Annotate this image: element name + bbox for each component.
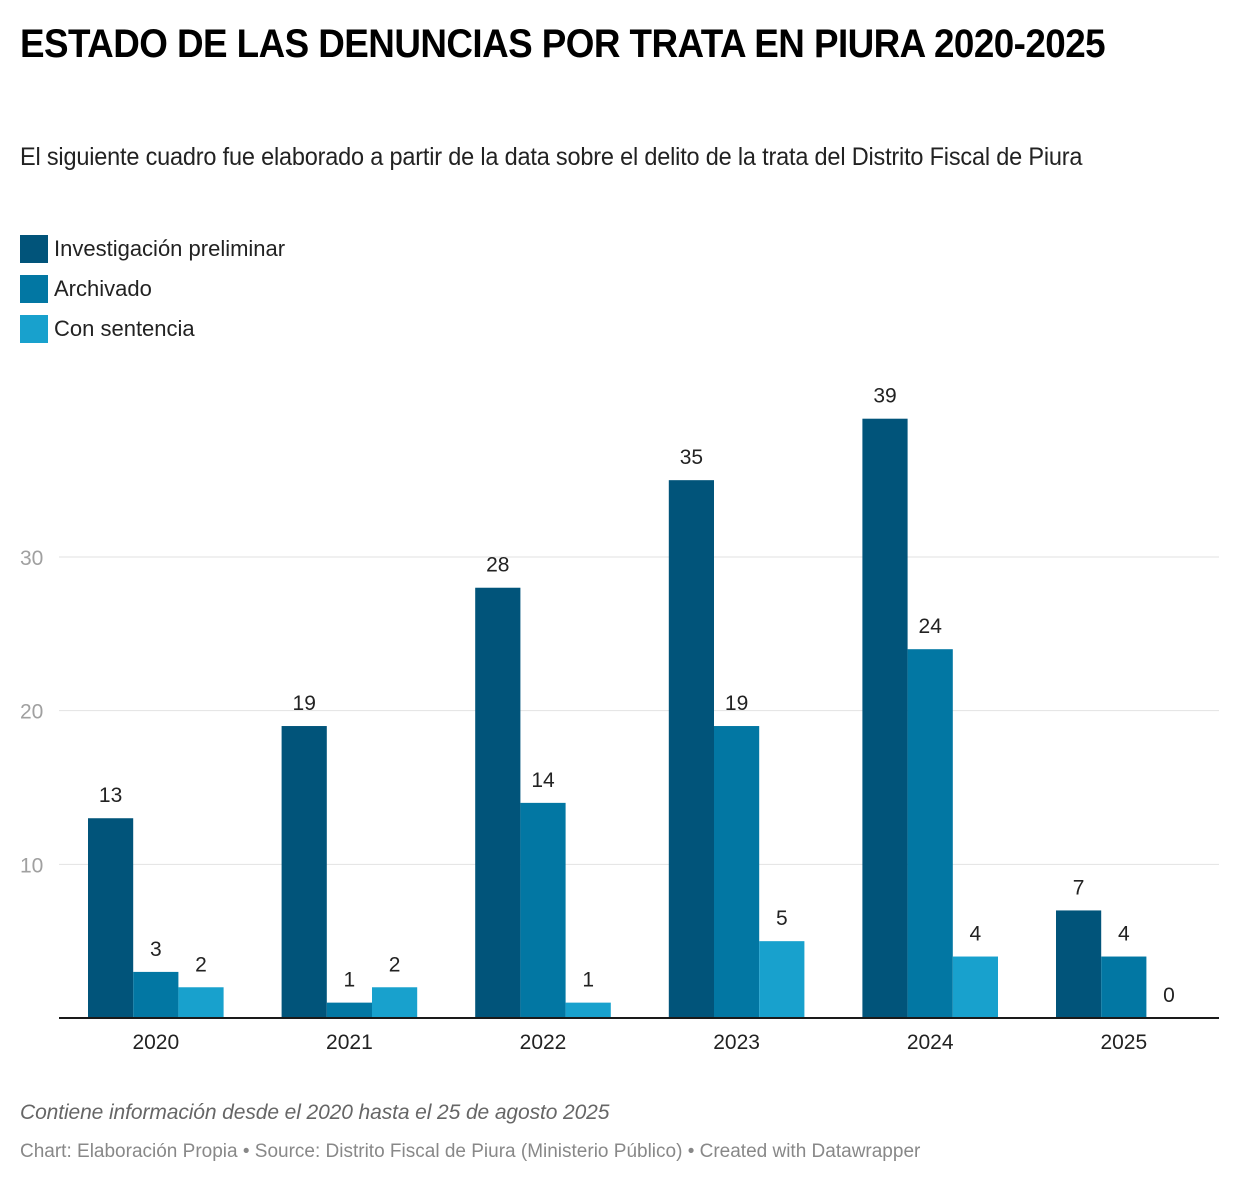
x-tick-label: 2022 <box>520 1031 567 1054</box>
legend-item-con-sentencia: Con sentencia <box>20 309 285 349</box>
data-label: 28 <box>486 554 509 577</box>
data-label: 39 <box>873 385 896 408</box>
chart-byline: Chart: Elaboración Propia • Source: Dist… <box>20 1141 921 1162</box>
bar-2025-1 <box>1101 956 1147 1018</box>
data-label: 19 <box>725 692 748 715</box>
bar-2021-0 <box>281 726 327 1018</box>
bar-2021-2 <box>372 987 418 1018</box>
value-labels: 13 3 2 19 1 2 28 14 1 35 19 5 39 24 4 7 4 0 <box>99 385 1175 1007</box>
x-tick-label: 2020 <box>132 1031 179 1054</box>
legend-swatch <box>20 275 48 303</box>
bar-2020-1 <box>133 971 179 1018</box>
x-tick-label: 2023 <box>713 1031 760 1054</box>
data-label: 4 <box>1118 923 1130 946</box>
data-label: 5 <box>776 907 788 930</box>
bar-2020-2 <box>178 987 224 1018</box>
legend-swatch <box>20 315 48 343</box>
x-axis: 2020 2021 2022 2023 2024 2025 <box>59 1017 1219 1054</box>
data-label: 2 <box>195 953 207 976</box>
x-tick-label: 2021 <box>326 1031 373 1054</box>
bar-2020-0 <box>88 818 134 1018</box>
data-label: 4 <box>970 923 982 946</box>
data-label: 14 <box>531 769 555 792</box>
data-label: 0 <box>1163 984 1175 1007</box>
bar-2023-1 <box>714 726 760 1018</box>
chart-notes: Contiene información desde el 2020 hasta… <box>20 1101 610 1124</box>
x-tick-label: 2024 <box>907 1031 954 1054</box>
bar-2021-1 <box>326 1002 372 1018</box>
legend: Investigación preliminar Archivado Con s… <box>20 229 285 349</box>
chart-title: ESTADO DE LAS DENUNCIAS POR TRATA EN PIU… <box>20 22 1106 66</box>
data-label: 2 <box>389 953 401 976</box>
bar-2024-0 <box>862 418 908 1018</box>
bars <box>88 418 1147 1019</box>
x-tick-label: 2025 <box>1100 1031 1147 1054</box>
y-tick-label: 10 <box>20 854 43 877</box>
bar-2022-1 <box>520 802 566 1018</box>
data-label: 19 <box>293 692 316 715</box>
bar-2022-2 <box>565 1002 611 1018</box>
legend-swatch <box>20 235 48 263</box>
data-label: 1 <box>582 969 594 992</box>
bar-2023-2 <box>759 941 805 1018</box>
bar-2024-1 <box>907 649 953 1018</box>
y-tick-label: 20 <box>20 701 43 724</box>
chart-subtitle: El siguiente cuadro fue elaborado a part… <box>20 143 1083 171</box>
legend-label: Archivado <box>54 276 152 301</box>
legend-label: Con sentencia <box>54 316 195 341</box>
bar-2025-0 <box>1056 910 1102 1018</box>
bar-2022-0 <box>475 587 521 1018</box>
data-label: 1 <box>344 969 356 992</box>
data-label: 35 <box>680 446 703 469</box>
data-label: 7 <box>1073 876 1085 899</box>
gridlines: 10 20 30 <box>20 547 1219 877</box>
data-label: 13 <box>99 784 122 807</box>
legend-label: Investigación preliminar <box>54 236 286 261</box>
legend-item-investigacion: Investigación preliminar <box>20 229 285 269</box>
legend-item-archivado: Archivado <box>20 269 285 309</box>
bar-2024-2 <box>952 956 998 1018</box>
y-tick-label: 30 <box>20 547 43 570</box>
data-label: 24 <box>919 615 943 638</box>
data-label: 3 <box>150 938 162 961</box>
bar-2023-0 <box>668 480 714 1019</box>
